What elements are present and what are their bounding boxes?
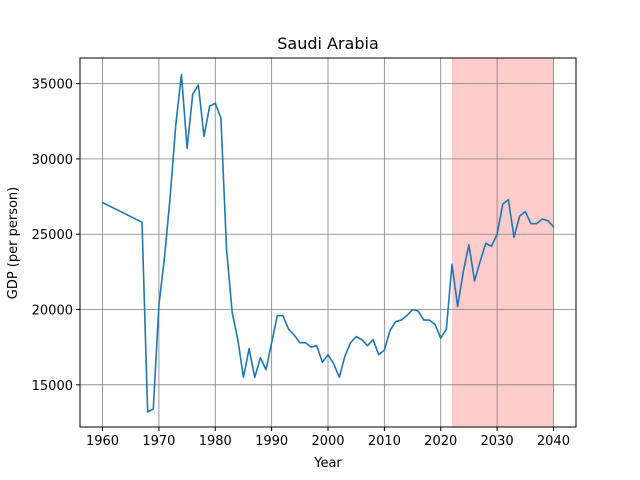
x-tick-label: 2040: [537, 434, 570, 449]
x-tick-label: 2030: [481, 434, 514, 449]
series-layer: [101, 73, 555, 413]
x-tick-label: 2020: [424, 434, 457, 449]
forecast-span-layer: [452, 58, 554, 427]
y-tick-label: 35000: [32, 78, 73, 93]
x-ticks: 1960 1970 1980 1990 2000 2010 2020 2030 2040: [86, 427, 570, 449]
y-axis-label: GDP (per person): [6, 187, 21, 300]
chart-title: Saudi Arabia: [277, 34, 379, 53]
x-axis-label: Year: [313, 456, 342, 471]
y-tick-label: 15000: [32, 379, 73, 394]
x-tick-label: 2000: [311, 434, 344, 449]
y-tick-label: 20000: [32, 304, 73, 319]
grid-layer: [80, 58, 576, 427]
y-tick-label: 25000: [32, 228, 73, 243]
y-ticks: 15000 20000 25000 30000 35000: [32, 78, 80, 394]
x-tick-label: 1970: [142, 434, 175, 449]
x-tick-label: 1960: [86, 434, 119, 449]
x-tick-label: 1990: [255, 434, 288, 449]
gdp-series-line: [101, 73, 555, 413]
y-tick-label: 30000: [32, 153, 73, 168]
forecast-span: [452, 58, 554, 427]
x-tick-label: 1980: [199, 434, 232, 449]
x-tick-label: 2010: [368, 434, 401, 449]
